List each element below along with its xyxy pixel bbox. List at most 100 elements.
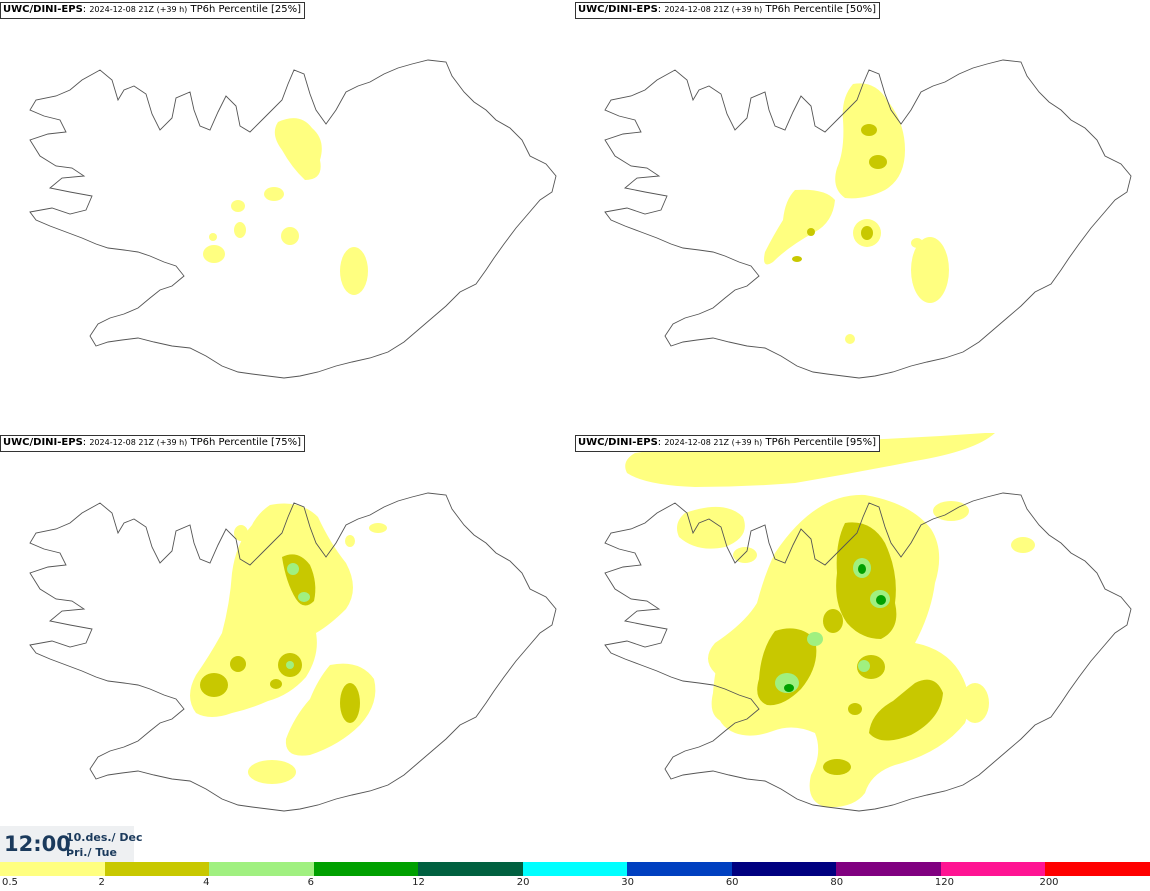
map-panel-p50: UWC/DINI-EPS: 2024-12-08 21Z (+39 h) TP6… (575, 0, 1150, 430)
precip-area (203, 245, 225, 263)
panel-title: UWC/DINI-EPS: 2024-12-08 21Z (+39 h) TP6… (0, 2, 306, 19)
precip-area-2mm (823, 759, 851, 775)
panel-run: 2024-12-08 21Z (+39 h) (664, 5, 763, 14)
precip-area (231, 200, 245, 212)
precip-area-2mm (200, 673, 228, 697)
legend-label: 20 (516, 877, 530, 888)
precip-area-2mm (230, 656, 246, 672)
precip-area-4mm (858, 660, 870, 672)
precip-area-6mm (858, 564, 866, 574)
legend-label: 60 (725, 877, 739, 888)
precip-area (234, 525, 248, 541)
precip-area (340, 247, 368, 295)
precip-area-2mm (861, 124, 877, 136)
legend-label: 0.5 (2, 877, 18, 888)
map-panel-p95: UWC/DINI-EPS: 2024-12-08 21Z (+39 h) TP6… (575, 433, 1150, 863)
precip-area (281, 227, 299, 245)
precip-area-4mm (286, 661, 294, 669)
map-panel-p75: UWC/DINI-EPS: 2024-12-08 21Z (+39 h) TP6… (0, 433, 575, 863)
iceland-coastline (604, 492, 1132, 812)
precip-area-2mm (792, 256, 802, 262)
precip-area (933, 501, 969, 521)
legend-label: 120 (934, 877, 954, 888)
precip-area (845, 334, 855, 344)
legend-label: 200 (1039, 877, 1059, 888)
iceland-map (604, 433, 1132, 812)
precip-area-2mm (270, 679, 282, 689)
legend-label: 30 (621, 877, 634, 888)
legend-swatch (418, 862, 524, 876)
precip-area (911, 238, 923, 248)
precip-area-2mm (836, 522, 897, 639)
legend-swatch (940, 862, 1046, 876)
panel-run: 2024-12-08 21Z (+39 h) (89, 5, 188, 14)
precip-area-2mm (823, 609, 843, 633)
precip-area-2mm (848, 703, 862, 715)
panel-field: TP6h Percentile [50%] (765, 4, 877, 15)
legend-label: 80 (830, 877, 844, 888)
precip-layer (203, 118, 368, 295)
precip-area-6mm (876, 595, 886, 605)
precip-area-2mm (757, 628, 817, 706)
legend-swatch (836, 862, 942, 876)
panel-title: UWC/DINI-EPS: 2024-12-08 21Z (+39 h) TP6… (575, 435, 881, 452)
panel-title: UWC/DINI-EPS: 2024-12-08 21Z (+39 h) TP6… (575, 2, 881, 19)
precip-area-6mm (784, 684, 794, 692)
legend-label: 2 (98, 877, 105, 888)
precip-area (677, 506, 745, 549)
precip-area (1011, 537, 1035, 553)
panel-source: UWC/DINI-EPS (3, 437, 83, 448)
precip-area (764, 189, 835, 265)
precip-area (248, 760, 296, 784)
precip-area (733, 547, 757, 563)
precip-area-2mm (869, 155, 887, 169)
legend-swatch (104, 862, 210, 876)
panel-title: UWC/DINI-EPS: 2024-12-08 21Z (+39 h) TP6… (0, 435, 306, 452)
precip-layer (625, 433, 1035, 808)
precip-area (264, 187, 284, 201)
precip-area-4mm (287, 563, 299, 575)
panel-source: UWC/DINI-EPS (3, 4, 83, 15)
legend-label: 4 (203, 877, 210, 888)
valid-time-box: 12:00 10.des./ Dec Þri./ Tue (0, 826, 143, 862)
precip-area-4mm (298, 592, 310, 602)
precip-area-4mm (807, 632, 823, 646)
iceland-coastline (604, 59, 1132, 379)
iceland-map (29, 59, 557, 379)
color-legend: 0.5 2 4 6 12 20 30 60 80 120 200 (0, 862, 1150, 891)
precip-area-2mm (861, 226, 873, 240)
panel-source: UWC/DINI-EPS (578, 437, 658, 448)
panel-run: 2024-12-08 21Z (+39 h) (89, 438, 188, 447)
legend-swatch (313, 862, 419, 876)
legend-swatch (1045, 862, 1150, 876)
precip-area (274, 118, 322, 180)
legend-swatch (627, 862, 733, 876)
panel-run: 2024-12-08 21Z (+39 h) (664, 438, 763, 447)
panel-field: TP6h Percentile [95%] (765, 437, 877, 448)
iceland-coastline (29, 59, 557, 379)
legend-swatch (209, 862, 315, 876)
precip-area (209, 233, 217, 241)
legend-swatch (0, 862, 105, 876)
map-panel-p25: UWC/DINI-EPS: 2024-12-08 21Z (+39 h) TP6… (0, 0, 575, 430)
precip-area (369, 523, 387, 533)
legend-label: 6 (307, 877, 314, 888)
panel-field: TP6h Percentile [25%] (190, 4, 302, 15)
precip-area (345, 535, 355, 547)
precip-area (234, 222, 246, 238)
panel-field: TP6h Percentile [75%] (190, 437, 302, 448)
precip-area (911, 237, 949, 303)
iceland-map (604, 59, 1132, 379)
precip-area (835, 83, 905, 199)
precip-layer (764, 83, 949, 344)
legend-swatch (731, 862, 837, 876)
precip-area (961, 683, 989, 723)
precip-area-2mm (807, 228, 815, 236)
panel-source: UWC/DINI-EPS (578, 4, 658, 15)
precip-area-2mm (340, 683, 360, 723)
precip-area-2mm (869, 679, 943, 741)
legend-swatch (522, 862, 628, 876)
legend-label: 12 (412, 877, 425, 888)
precip-layer (190, 503, 387, 784)
valid-time: 12:00 (4, 832, 71, 856)
